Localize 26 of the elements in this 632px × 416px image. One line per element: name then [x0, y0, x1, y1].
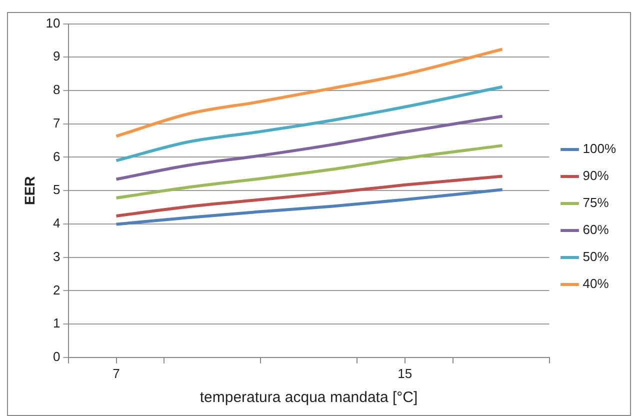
- line-series: [114, 188, 504, 226]
- y-tick-label: 5: [53, 182, 60, 198]
- y-tick-label: 7: [53, 115, 60, 130]
- y-axis-title: EER: [21, 176, 38, 205]
- line-series: [114, 144, 504, 200]
- y-tick-label: 0: [53, 348, 60, 364]
- x-tick-label: 15: [398, 366, 412, 381]
- y-tick-label: 8: [53, 82, 60, 98]
- y-tick-label: 4: [53, 216, 60, 231]
- y-tick-label: 9: [53, 48, 60, 64]
- legend-label: 60%: [582, 222, 610, 238]
- legend-label: 100%: [582, 141, 616, 156]
- line-series: [114, 114, 504, 181]
- y-tick-label: 3: [53, 248, 60, 264]
- legend-label: 75%: [582, 195, 610, 210]
- line-series: [114, 174, 504, 218]
- y-tick-label: 2: [53, 282, 60, 298]
- legend-label: 50%: [582, 249, 610, 264]
- legend-label: 90%: [582, 168, 610, 184]
- y-tick-label: 1: [53, 316, 60, 331]
- line-series: [114, 85, 504, 162]
- y-tick-label: 10: [46, 15, 60, 30]
- x-axis-title: temperatura acqua mandata [°C]: [200, 389, 418, 406]
- line-series: [114, 48, 504, 138]
- y-tick-label: 6: [53, 148, 60, 164]
- legend-label: 40%: [582, 276, 610, 292]
